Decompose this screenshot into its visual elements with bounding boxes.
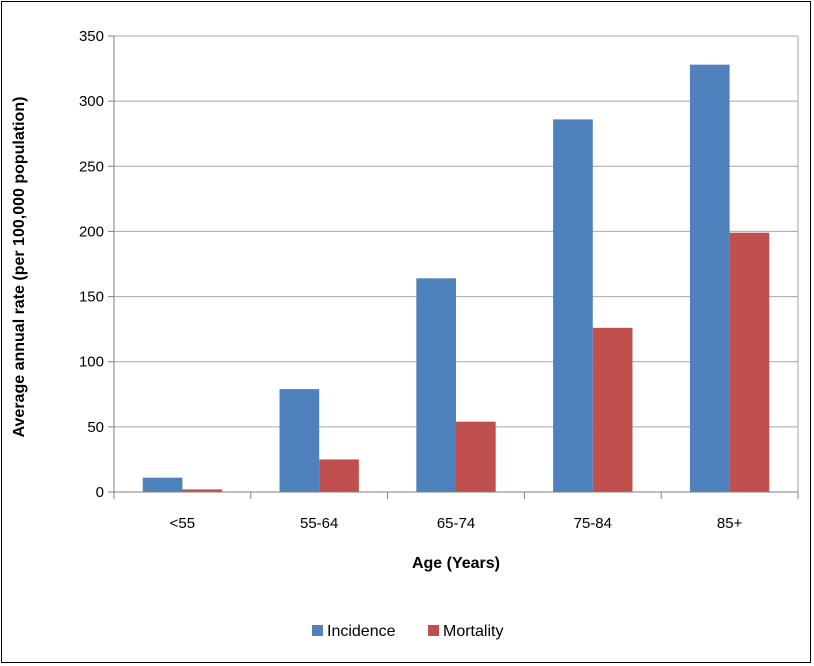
- legend-swatch: [312, 625, 323, 636]
- y-tick-label: 250: [79, 158, 104, 175]
- legend-label: Mortality: [443, 623, 503, 640]
- legend-item-mortality: Mortality: [428, 623, 503, 640]
- bar-incidence-4: [689, 64, 730, 493]
- x-axis-title: Age (Years): [412, 555, 500, 572]
- legend: Incidence Mortality: [312, 623, 503, 640]
- y-tick-label: 150: [79, 289, 104, 306]
- legend-item-incidence: Incidence: [312, 623, 396, 640]
- bar-incidence-1: [279, 389, 320, 492]
- bars: [142, 64, 770, 493]
- bar-incidence-3: [553, 119, 593, 492]
- bar-mortality-1: [319, 459, 359, 492]
- axes: [108, 35, 799, 499]
- y-tick-label: 300: [79, 93, 104, 110]
- y-tick-labels: 0 50 100 150 200 250 300 350: [79, 28, 104, 501]
- y-tick-label: 100: [79, 354, 104, 371]
- x-tick-label: 65-74: [437, 515, 475, 532]
- bar-mortality-3: [592, 327, 633, 492]
- gridlines: [114, 35, 798, 428]
- x-tick-label: 55-64: [300, 515, 338, 532]
- bar-incidence-0: [142, 477, 183, 492]
- bar-mortality-0: [182, 489, 223, 492]
- y-tick-label: 50: [87, 419, 104, 436]
- legend-swatch: [428, 625, 439, 636]
- y-tick-label: 350: [79, 28, 104, 45]
- x-tick-label: <55: [170, 515, 195, 532]
- y-tick-label: 0: [96, 484, 104, 501]
- y-tick-label: 200: [79, 223, 104, 240]
- x-tick-labels: <55 55-64 65-74 75-84 85+: [170, 515, 743, 532]
- bar-mortality-4: [729, 232, 770, 492]
- legend-label: Incidence: [327, 623, 396, 640]
- bar-incidence-2: [416, 278, 456, 492]
- x-tick-label: 85+: [717, 515, 743, 532]
- bar-mortality-2: [456, 421, 496, 492]
- y-axis-title: Average annual rate (per 100,000 populat…: [11, 97, 28, 438]
- x-tick-label: 75-84: [574, 515, 612, 532]
